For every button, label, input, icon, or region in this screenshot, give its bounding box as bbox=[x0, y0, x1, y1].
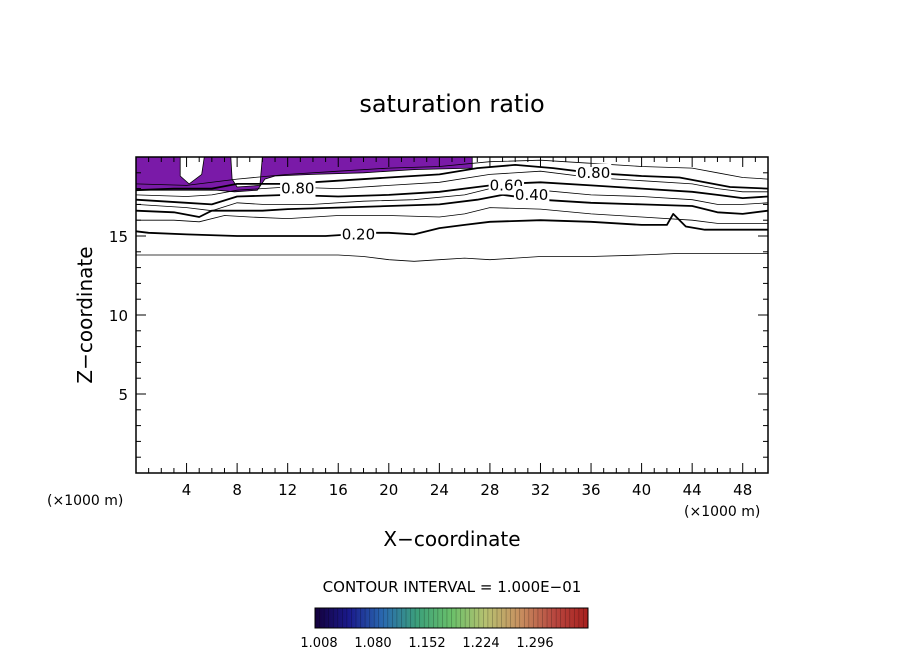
contour-line-4 bbox=[135, 188, 769, 212]
contour-line-7 bbox=[135, 163, 769, 192]
contour-line-6 bbox=[135, 170, 768, 197]
x-tick-label: 12 bbox=[278, 481, 297, 499]
colorbar-stripes bbox=[319, 608, 584, 628]
x-tick-label: 44 bbox=[683, 481, 702, 499]
contour-label-3: 0.80 bbox=[577, 164, 610, 182]
colorbar-tick-label: 1.008 bbox=[300, 636, 337, 651]
x-right-unit-label: (×1000 m) bbox=[684, 504, 760, 520]
x-tick-label: 28 bbox=[480, 481, 499, 499]
x-tick-label: 20 bbox=[379, 481, 398, 499]
x-tick-label: 36 bbox=[581, 481, 600, 499]
y-tick-label: 10 bbox=[109, 307, 128, 325]
contour-line-1 bbox=[135, 212, 768, 237]
contour-label-4: 0.20 bbox=[342, 225, 375, 243]
colorbar-tick-label: 1.152 bbox=[408, 636, 445, 651]
x-axis-label: X−coordinate bbox=[383, 527, 520, 551]
chart-title: saturation ratio bbox=[359, 90, 544, 118]
colorbar-tick-label: 1.080 bbox=[354, 636, 391, 651]
x-tick-label: 40 bbox=[632, 481, 651, 499]
colorbar bbox=[314, 607, 589, 629]
x-tick-label: 48 bbox=[733, 481, 752, 499]
contour-label-bg-0 bbox=[280, 179, 316, 198]
colorbar-ticks: 1.008 1.080 1.152 1.224 1.296 bbox=[300, 636, 553, 651]
contour-line-5 bbox=[135, 181, 769, 206]
contour-interval-text: CONTOUR INTERVAL = 1.000E−01 bbox=[323, 578, 582, 596]
x-tick-label: 4 bbox=[182, 481, 192, 499]
contour-label-bg-3 bbox=[575, 163, 612, 182]
contour-line-2 bbox=[136, 207, 768, 224]
x-tick-label: 16 bbox=[329, 481, 348, 499]
contour-label-2: 0.40 bbox=[515, 186, 548, 204]
contour-line-0 bbox=[136, 252, 768, 262]
contour-lines bbox=[135, 159, 769, 262]
y-axis-ticks: 5 10 15 bbox=[109, 172, 768, 458]
contour-label-0: 0.80 bbox=[281, 180, 314, 198]
contour-label-bg-4 bbox=[340, 225, 377, 244]
colorbar-tick-label: 1.224 bbox=[462, 636, 499, 651]
x-tick-label: 8 bbox=[232, 481, 242, 499]
x-tick-label: 32 bbox=[531, 481, 550, 499]
y-tick-label: 5 bbox=[118, 386, 128, 404]
x-tick-label: 24 bbox=[430, 481, 449, 499]
contour-label-bg-2 bbox=[513, 185, 550, 204]
y-tick-label: 15 bbox=[109, 228, 128, 246]
contour-labels: 0.80 0.600.400.800.20 bbox=[280, 163, 612, 244]
x-axis-ticks: 4 8 12 16 20 24 28 32 36 40 44 48 bbox=[148, 157, 756, 499]
x-left-unit-label: (×1000 m) bbox=[47, 493, 123, 509]
y-axis-label: Z−coordinate bbox=[73, 246, 97, 383]
colorbar-tick-label: 1.296 bbox=[516, 636, 553, 651]
